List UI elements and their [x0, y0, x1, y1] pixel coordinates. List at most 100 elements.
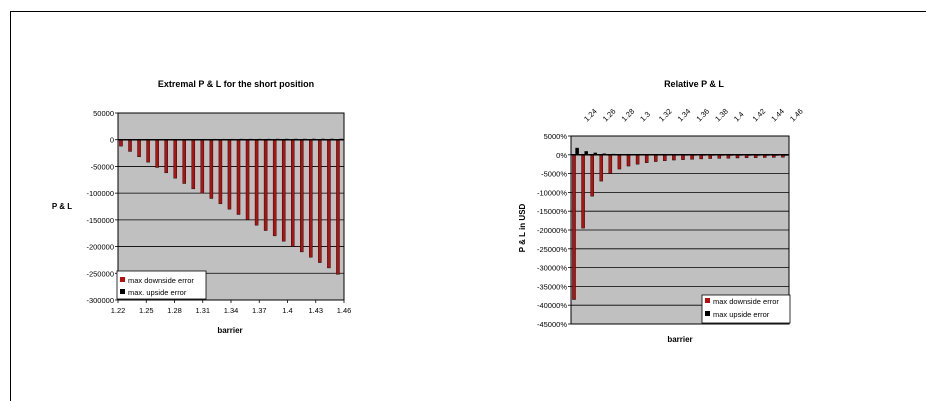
bar-max-downside [572, 154, 576, 300]
y-tick-label: -40000% [537, 301, 567, 310]
plot-frame [117, 112, 345, 301]
bar-max-downside [599, 154, 603, 182]
y-tick-label: -300000 [86, 296, 114, 305]
bar-max-upside [575, 147, 579, 155]
y-tick-label: -15000% [537, 207, 567, 216]
bar-max-downside [626, 154, 631, 167]
legend-label-upside: max upside error [713, 310, 770, 319]
x-axis-title: barrier [667, 335, 692, 344]
x-tick-label: 1.28 [620, 107, 637, 124]
y-tick-label: -25000% [537, 245, 567, 254]
x-tick-label: 1.28 [167, 306, 182, 315]
bar-max-downside [200, 139, 205, 194]
legend-swatch-upside [705, 311, 710, 316]
y-tick-label: -10000% [537, 188, 567, 197]
legend-swatch-downside [705, 298, 710, 303]
x-axis-title: barrier [217, 326, 242, 335]
y-tick-label: -250000 [86, 269, 114, 278]
bar-max-downside [336, 139, 340, 275]
y-tick-label: -20000% [537, 226, 567, 235]
x-tick-label: 1.38 [713, 107, 730, 124]
bar-max-downside [164, 139, 168, 174]
chart-extremal-pl: Extremal P & L for the short position P … [52, 79, 351, 335]
legend: max downside error max upside error [701, 294, 791, 324]
y-axis-title: P & L [52, 202, 72, 211]
bar-max-downside [245, 139, 250, 221]
bar-max-downside [654, 154, 658, 162]
x-tick-label: 1.22 [111, 306, 126, 315]
bar-max-downside [137, 139, 141, 158]
y-tick-label: -35000% [537, 282, 567, 291]
y-tick-label: -200000 [86, 243, 114, 252]
bar-max-downside [146, 139, 150, 163]
x-tick-label: 1.25 [139, 306, 154, 315]
y-tick-label: 5000% [544, 132, 568, 141]
chart-relative-pl: Relative P & L P & L in USD barrier 5000… [518, 79, 805, 344]
y-tick-label: -100000 [86, 189, 114, 198]
legend-label-downside: max downside error [713, 297, 779, 306]
y-tick-label: -30000% [537, 264, 567, 273]
x-tick-label: 1.4 [732, 110, 746, 124]
bar-max-downside [173, 139, 177, 179]
plot-frame [570, 135, 790, 325]
bar-max-downside [182, 139, 186, 184]
x-tick-label: 1.34 [676, 107, 693, 124]
bar-max-downside [291, 139, 295, 247]
x-tick-label: 1.26 [601, 107, 618, 124]
y-tick-label: -150000 [86, 216, 114, 225]
bar-max-downside [227, 139, 232, 210]
x-tick-label: 1.32 [657, 107, 674, 124]
bar-max-downside [327, 139, 331, 269]
bar-max-downside [309, 139, 313, 258]
y-tick-label: 0 [110, 136, 114, 145]
bar-max-downside [281, 139, 286, 242]
x-tick-label: 1.46 [788, 107, 805, 124]
legend-box [701, 294, 791, 324]
bar-max-downside [263, 139, 268, 231]
x-tick-label: 1.46 [337, 306, 352, 315]
y-tick-label: 50000 [93, 109, 114, 118]
x-tick-label: 1.24 [582, 107, 599, 124]
legend-swatch-upside [120, 289, 125, 294]
x-tick-label: 1.34 [224, 306, 239, 315]
bar-max-downside [318, 139, 322, 263]
y-tick-label: -50000 [91, 162, 114, 171]
bar-max-downside [254, 139, 259, 226]
bar-max-downside [300, 139, 304, 253]
bar-max-downside [236, 139, 241, 215]
y-axis-title: P & L in USD [518, 203, 527, 252]
x-tick-label: 1.43 [308, 306, 323, 315]
bar-max-downside [128, 139, 132, 152]
x-tick-label: 1.3 [638, 110, 652, 124]
legend-label-downside: max downside error [128, 276, 194, 285]
x-tick-label: 1.42 [751, 107, 768, 124]
bar-max-downside [272, 139, 277, 237]
x-tick-label: 1.36 [694, 107, 711, 124]
bar-max-downside [590, 154, 594, 197]
x-tick-label: 1.4 [282, 306, 292, 315]
legend-swatch-downside [120, 277, 125, 282]
bar-max-downside [218, 139, 223, 205]
y-tick-label: 0% [556, 151, 567, 160]
legend-label-upside: max. upside error [128, 288, 187, 297]
bar-max-downside [581, 154, 585, 229]
legend: max downside error max. upside error [116, 270, 207, 300]
bar-max-downside [644, 154, 649, 163]
x-tick-label: 1.31 [195, 306, 210, 315]
bar-max-downside [635, 154, 640, 165]
legend-box [116, 270, 207, 300]
bar-max-downside [672, 154, 676, 161]
bar-max-downside [608, 154, 613, 174]
x-tick-label: 1.37 [252, 306, 267, 315]
chart-title: Extremal P & L for the short position [158, 79, 314, 89]
y-tick-label: -5000% [541, 170, 567, 179]
bar-max-downside [617, 154, 622, 170]
bar-max-downside [209, 139, 214, 199]
x-tick-label: 1.44 [769, 107, 786, 124]
bar-max-downside [191, 139, 196, 190]
chart-title: Relative P & L [664, 79, 724, 89]
bar-max-downside [663, 154, 667, 162]
bar-max-downside [155, 139, 159, 168]
y-tick-label: -45000% [537, 320, 567, 329]
